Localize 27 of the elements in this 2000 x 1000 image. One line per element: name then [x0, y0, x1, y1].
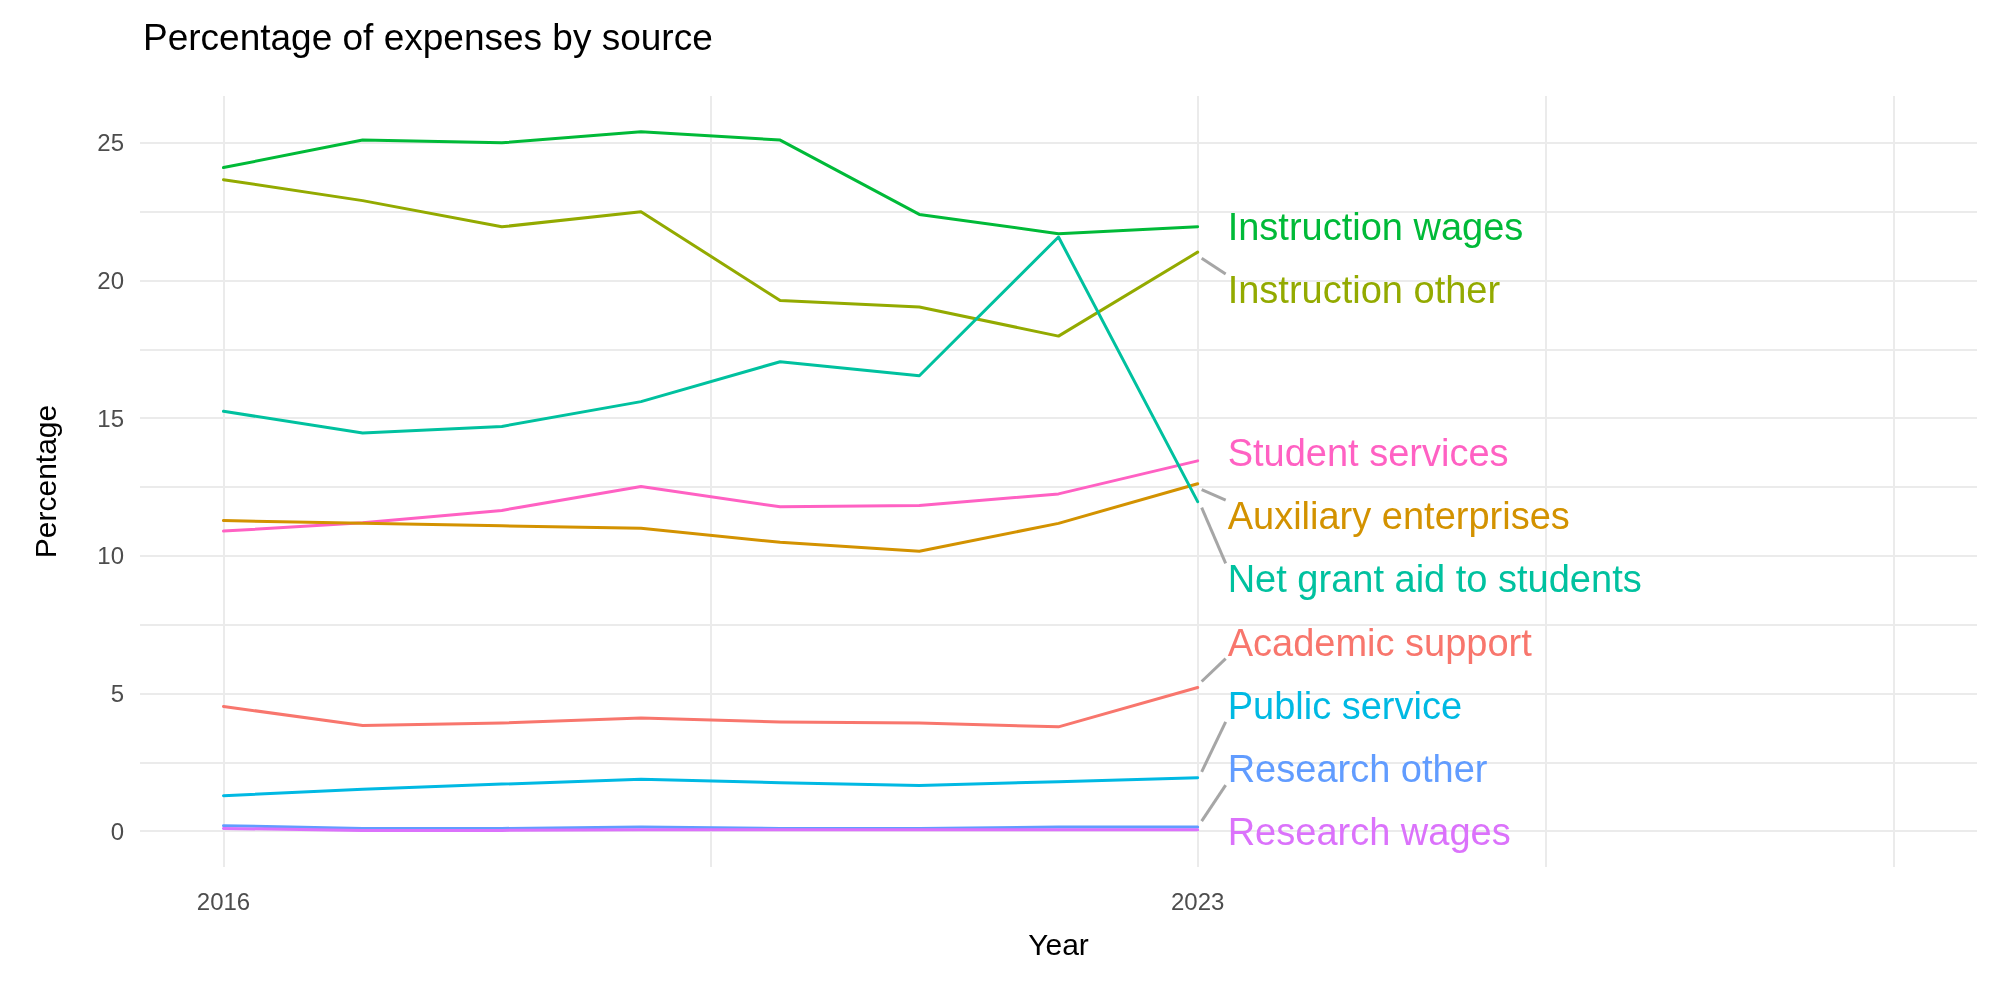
x-tick-label: 2016 — [196, 887, 251, 915]
y-tick-label: 15 — [97, 404, 124, 432]
series-label: Instruction wages — [1227, 205, 1524, 248]
series-label: Research wages — [1227, 811, 1511, 854]
series-label: Auxiliary enterprises — [1227, 495, 1570, 538]
series-label: Instruction other — [1227, 269, 1501, 312]
x-tick-label: 2023 — [1170, 887, 1225, 915]
line-series — [222, 130, 1200, 236]
line-series — [222, 685, 1200, 729]
series-label: Student services — [1227, 431, 1509, 474]
y-tick-label: 10 — [97, 542, 124, 570]
chart-title: Percentage of expenses by source — [143, 17, 713, 58]
series-label: Net grant aid to students — [1227, 558, 1642, 601]
line-series — [222, 776, 1200, 798]
line-series — [222, 459, 1200, 533]
line-series — [222, 482, 1200, 553]
line-series — [222, 178, 1200, 338]
series-label: Public service — [1227, 684, 1463, 727]
y-tick-label: 0 — [110, 817, 124, 845]
y-axis-title: Percentage — [28, 404, 62, 559]
series-label: Research other — [1227, 748, 1488, 791]
x-axis-title: Year — [1028, 927, 1089, 961]
y-tick-label: 25 — [97, 129, 124, 157]
line-series — [222, 235, 1200, 504]
series-label: Academic support — [1227, 621, 1533, 664]
y-tick-label: 5 — [110, 680, 124, 708]
y-tick-label: 20 — [97, 266, 124, 294]
